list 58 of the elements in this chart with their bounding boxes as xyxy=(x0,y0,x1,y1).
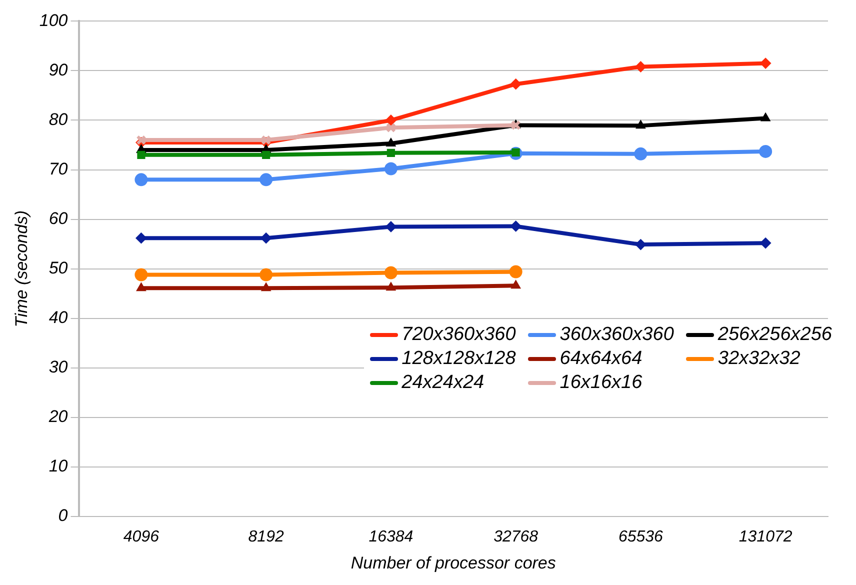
point xyxy=(134,268,148,282)
point xyxy=(759,144,772,158)
y-tick-label: 70 xyxy=(48,159,68,178)
y-tick-label: 50 xyxy=(48,258,68,278)
x-tick-label: 16384 xyxy=(368,528,414,546)
point xyxy=(510,280,521,289)
point xyxy=(760,112,770,122)
point xyxy=(260,173,273,186)
point xyxy=(260,232,272,244)
point xyxy=(509,265,522,278)
point xyxy=(136,282,146,292)
point xyxy=(262,150,270,159)
legend-label: 16x16x16 xyxy=(560,372,642,394)
point xyxy=(510,78,522,90)
x-axis-title: Number of processor cores xyxy=(350,554,556,573)
x-tick-label: 8192 xyxy=(248,528,284,546)
y-axis-title: Time (seconds) xyxy=(12,210,31,328)
point xyxy=(636,120,646,129)
point xyxy=(385,221,396,232)
point xyxy=(385,114,396,126)
y-tick-label: 10 xyxy=(48,456,68,476)
point xyxy=(261,135,272,146)
y-tick-label: 40 xyxy=(48,308,68,328)
point xyxy=(134,173,148,186)
point xyxy=(384,162,398,176)
point xyxy=(386,282,396,291)
point xyxy=(386,148,395,157)
legend-label: 32x32x32 xyxy=(718,348,800,370)
point xyxy=(634,147,648,160)
point xyxy=(260,268,273,282)
y-tick-label: 20 xyxy=(48,407,68,426)
point xyxy=(386,122,396,133)
point xyxy=(384,266,398,280)
legend-label: 64x64x64 xyxy=(560,348,642,370)
legend-label: 720x360x360 xyxy=(402,324,516,346)
y-tick-label: 100 xyxy=(39,10,68,30)
point xyxy=(386,138,396,147)
y-tick-label: 60 xyxy=(48,209,68,228)
point xyxy=(760,58,772,69)
legend-label: 256x256x256 xyxy=(718,324,832,346)
point xyxy=(760,238,772,249)
point xyxy=(635,239,646,250)
point xyxy=(136,232,147,244)
x-tick-label: 65536 xyxy=(618,528,664,546)
x-tick-label: 4096 xyxy=(123,528,160,546)
y-tick-label: 90 xyxy=(48,60,68,80)
point xyxy=(261,282,271,292)
point xyxy=(137,150,146,159)
legend-label: 360x360x360 xyxy=(560,324,674,346)
x-tick-label: 32768 xyxy=(494,528,538,546)
x-tick-label: 131072 xyxy=(738,528,792,546)
point xyxy=(635,61,646,72)
point xyxy=(510,220,522,232)
legend-label: 128x128x128 xyxy=(402,348,516,370)
y-tick-label: 30 xyxy=(48,358,68,377)
legend-label: 24x24x24 xyxy=(402,372,484,394)
y-tick-label: 80 xyxy=(48,110,68,129)
y-tick-label: 0 xyxy=(58,506,68,526)
